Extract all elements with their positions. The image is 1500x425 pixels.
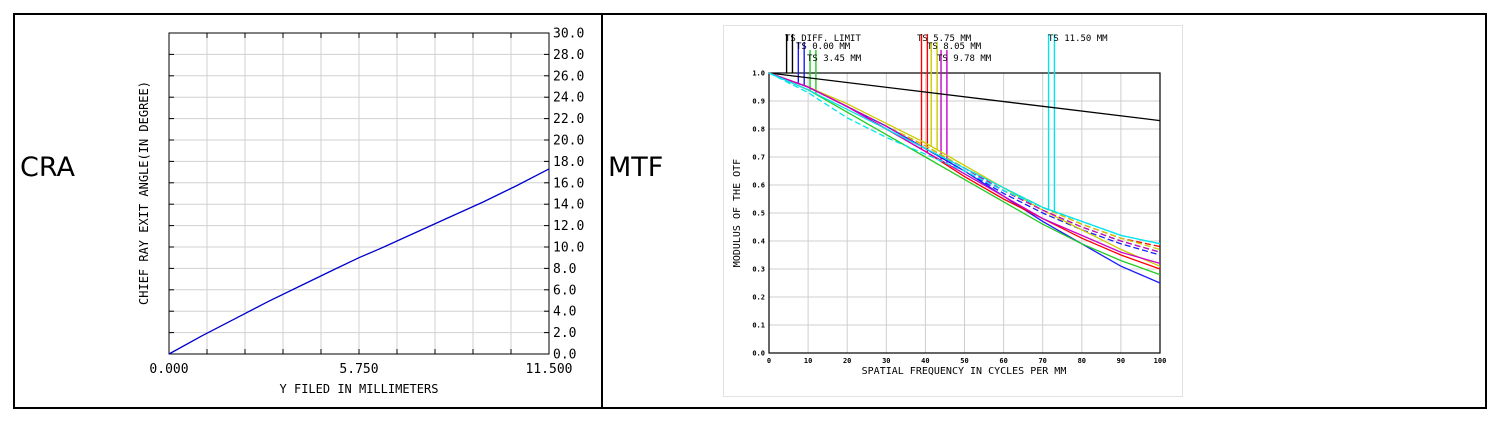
cra-x-tick-label: 5.750 bbox=[339, 362, 378, 377]
mtf-legend-label: TS 3.45 MM bbox=[807, 54, 862, 64]
mtf-series-line bbox=[768, 72, 1161, 265]
mtf-series-group bbox=[768, 72, 1161, 284]
mtf-series-line bbox=[768, 72, 1161, 122]
mtf-y-tick-label: 0.9 bbox=[752, 98, 765, 106]
cra-y-tick-label: 22.0 bbox=[553, 112, 584, 127]
cra-y-tick-label: 26.0 bbox=[553, 69, 584, 84]
mtf-legend-label: TS 0.00 MM bbox=[796, 42, 851, 52]
mtf-x-tick-label: 100 bbox=[1154, 357, 1167, 365]
cra-x-tick-label: 0.000 bbox=[149, 362, 188, 377]
mtf-x-tick-label: 30 bbox=[882, 357, 890, 365]
figure-frame bbox=[13, 13, 1487, 409]
cra-y-tick-label: 30.0 bbox=[553, 27, 584, 42]
mtf-x-tick-label: 10 bbox=[804, 357, 812, 365]
mtf-y-tick-label: 0.5 bbox=[752, 210, 765, 218]
cra-y-axis-label: CHIEF RAY EXIT ANGLE(IN DEGREE) bbox=[137, 81, 151, 305]
cra-y-tick-label: 6.0 bbox=[553, 283, 576, 298]
cra-plot-area bbox=[168, 32, 550, 355]
mtf-x-tick-label: 50 bbox=[960, 357, 968, 365]
mtf-series-line bbox=[768, 72, 1161, 276]
panel-divider bbox=[601, 13, 603, 409]
mtf-x-tick-label: 80 bbox=[1078, 357, 1086, 365]
mtf-y-tick-label: 0.0 bbox=[752, 350, 765, 358]
cra-y-tick-label: 24.0 bbox=[553, 91, 584, 106]
cra-y-tick-label: 18.0 bbox=[553, 155, 584, 170]
mtf-legend-label: TS 5.75 MM bbox=[917, 34, 972, 44]
mtf-legend-markers bbox=[785, 34, 1056, 212]
cra-x-tick-label: 11.500 bbox=[526, 362, 573, 377]
cra-series-group bbox=[168, 168, 550, 355]
mtf-y-tick-label: 0.7 bbox=[752, 154, 765, 162]
cra-y-tick-label: 16.0 bbox=[553, 176, 584, 191]
cra-y-tick-label: 20.0 bbox=[553, 134, 584, 149]
cra-y-tick-labels: 0.0 2.0 4.0 6.0 8.0 10.0 12.0 14.0 16.0 18.0 20.0 2… bbox=[553, 27, 584, 363]
cra-y-tick-label: 10.0 bbox=[553, 241, 584, 256]
cra-y-tick-label: 14.0 bbox=[553, 198, 584, 213]
mtf-legend-label: TS 9.78 MM bbox=[937, 54, 992, 64]
mtf-y-tick-label: 0.3 bbox=[752, 266, 765, 274]
cra-y-tick-label: 28.0 bbox=[553, 48, 584, 63]
mtf-y-tick-label: 0.1 bbox=[752, 322, 765, 330]
mtf-legend-label: TS 8.05 MM bbox=[927, 42, 982, 52]
mtf-y-axis-label: MODULUS OF THE OTF bbox=[732, 159, 743, 267]
cra-y-tick-label: 4.0 bbox=[553, 305, 576, 320]
cra-gridlines bbox=[168, 32, 550, 355]
mtf-y-tick-label: 0.2 bbox=[752, 294, 765, 302]
cra-x-tick-labels: 0.000 5.750 11.500 bbox=[149, 362, 572, 377]
cra-y-tick-label: 12.0 bbox=[553, 219, 584, 234]
mtf-legend-label: TS 11.50 MM bbox=[1048, 34, 1108, 44]
mtf-y-tick-label: 0.8 bbox=[752, 126, 765, 134]
mtf-x-tick-label: 90 bbox=[1117, 357, 1125, 365]
cra-y-tick-label: 0.0 bbox=[553, 348, 576, 363]
cra-series-line bbox=[168, 168, 550, 355]
cra-y-tick-label: 2.0 bbox=[553, 326, 576, 341]
mtf-x-tick-label: 20 bbox=[843, 357, 851, 365]
mtf-x-tick-labels: 0 10 20 30 40 50 60 70 80 90 100 bbox=[767, 357, 1166, 365]
mtf-y-tick-labels: 0.0 0.1 0.2 0.3 0.4 0.5 0.6 0.7 0.8 0.9 1.0 bbox=[752, 70, 765, 358]
cra-x-axis-label: Y FILED IN MILLIMETERS bbox=[280, 382, 439, 396]
mtf-y-tick-label: 1.0 bbox=[752, 70, 765, 78]
mtf-series-line bbox=[768, 72, 1161, 267]
mtf-x-tick-label: 40 bbox=[921, 357, 929, 365]
cra-panel-label: CRA bbox=[20, 152, 75, 183]
cra-tick-marks bbox=[168, 32, 550, 355]
mtf-legend-label: TS DIFF. LIMIT bbox=[785, 34, 861, 44]
mtf-gridlines bbox=[768, 72, 1161, 354]
mtf-plot-area bbox=[768, 72, 1161, 354]
mtf-y-tick-label: 0.6 bbox=[752, 182, 765, 190]
mtf-x-tick-label: 70 bbox=[1038, 357, 1046, 365]
mtf-x-tick-label: 0 bbox=[767, 357, 771, 365]
mtf-x-tick-label: 60 bbox=[999, 357, 1007, 365]
cra-y-tick-label: 8.0 bbox=[553, 262, 576, 277]
mtf-series-line bbox=[768, 72, 1161, 245]
mtf-x-axis-label: SPATIAL FREQUENCY IN CYCLES PER MM bbox=[862, 366, 1067, 377]
mtf-panel-label: MTF bbox=[608, 152, 664, 183]
mtf-y-tick-label: 0.4 bbox=[752, 238, 765, 246]
mtf-image-background bbox=[723, 25, 1183, 397]
